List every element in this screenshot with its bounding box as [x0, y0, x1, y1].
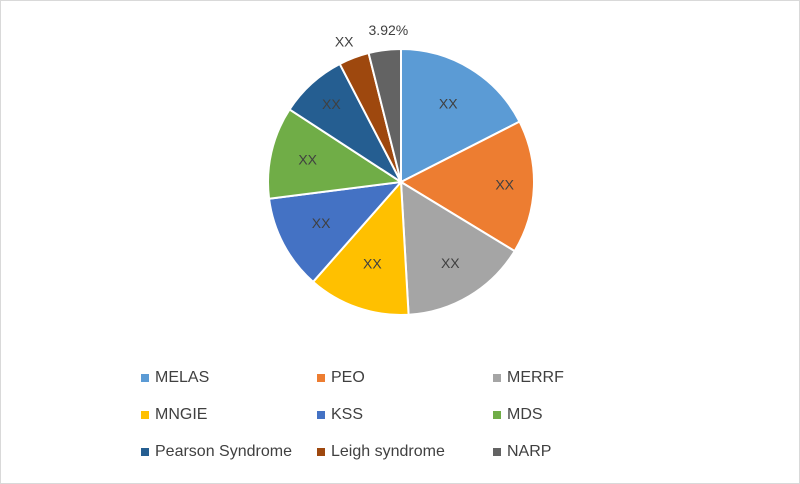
legend-swatch-icon: [493, 411, 501, 419]
legend-swatch-icon: [141, 448, 149, 456]
legend-swatch-icon: [493, 374, 501, 382]
legend-item-leigh-syndrome: Leigh syndrome: [317, 441, 445, 463]
legend-swatch-icon: [317, 448, 325, 456]
legend-label: Pearson Syndrome: [155, 443, 292, 460]
legend-label: KSS: [331, 406, 364, 423]
legend-swatch-icon: [317, 374, 325, 382]
pie-slice-melas: [400, 47, 521, 184]
pie-slice-mds: [267, 108, 404, 200]
legend-item-kss: KSS: [317, 404, 363, 426]
legend-swatch-icon: [317, 411, 325, 419]
legend-label: PEO: [331, 369, 365, 386]
legend-swatch-icon: [493, 448, 501, 456]
pie-slice-mngie: [311, 179, 410, 316]
legend-label: MNGIE: [155, 406, 208, 423]
data-label-peo: XX: [495, 177, 514, 193]
pie-slice-narp: [367, 47, 402, 183]
legend-swatch-icon: [141, 374, 149, 382]
data-label-mngie: XX: [363, 256, 382, 272]
legend-label: MDS: [507, 406, 543, 423]
legend-item-melas: MELAS: [141, 367, 209, 389]
legend-label: MERRF: [507, 369, 564, 386]
legend-item-pearson-syndrome: Pearson Syndrome: [141, 441, 292, 463]
pie-slice-merrf: [399, 180, 517, 316]
legend-label: Leigh syndrome: [331, 443, 445, 460]
data-label-leigh-syndrome: XX: [335, 33, 354, 49]
pie-chart: XX XX XX XX XX XX XX XX 3.92%: [267, 22, 535, 316]
legend-label: MELAS: [155, 369, 210, 386]
legend-swatch-icon: [141, 411, 149, 419]
pie-slices: [267, 47, 535, 316]
data-label-pearson-syndrome: XX: [322, 96, 341, 112]
data-label-narp: 3.92%: [369, 22, 409, 38]
legend-item-peo: PEO: [317, 367, 365, 389]
legend-item-mds: MDS: [493, 404, 543, 426]
data-label-kss: XX: [312, 215, 331, 231]
pie-slice-kss: [267, 180, 404, 284]
data-label-mds: XX: [298, 151, 317, 167]
data-label-melas: XX: [439, 96, 458, 112]
legend-item-mngie: MNGIE: [141, 404, 207, 426]
legend-label: NARP: [507, 443, 552, 460]
legend-item-narp: NARP: [493, 441, 551, 463]
data-label-merrf: XX: [441, 255, 460, 271]
pie-data-labels: XX XX XX XX XX XX XX XX 3.92%: [298, 22, 514, 271]
legend-item-merrf: MERRF: [493, 367, 564, 389]
pie-slice-peo: [398, 120, 535, 253]
